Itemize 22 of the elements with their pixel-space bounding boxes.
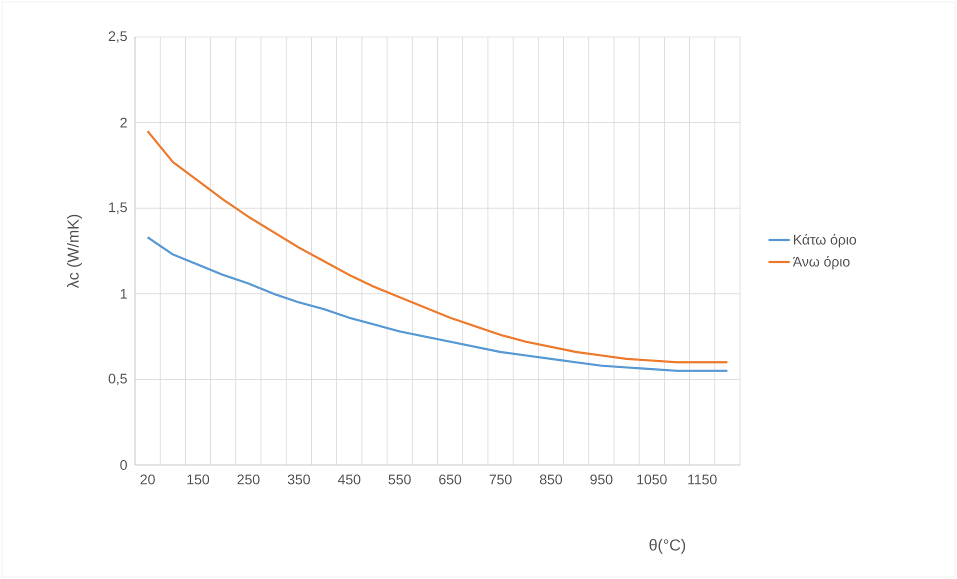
y-axis-title: λc (W/mK): [67, 214, 82, 288]
y-tick-label: 2,5: [108, 31, 127, 43]
x-tick-label: 250: [238, 474, 260, 484]
x-tick-label: 450: [338, 474, 360, 484]
y-tick-label: 1,5: [109, 202, 127, 214]
x-axis-title: θ(°C): [650, 538, 686, 554]
x-tick-label: 850: [540, 474, 562, 484]
y-tick-label: 0,5: [108, 374, 127, 386]
x-tick-label: 750: [490, 474, 512, 484]
x-tick-label: 20: [140, 474, 155, 484]
legend-label: Άνω όριο: [792, 256, 850, 270]
x-tick-label: 550: [388, 474, 411, 484]
x-tick-label: 350: [288, 474, 310, 484]
x-tick-label: 1150: [688, 474, 717, 484]
legend-label: Κάτω όριο: [794, 234, 856, 248]
x-tick-label: 650: [439, 474, 462, 484]
x-tick-label: 150: [187, 474, 210, 484]
y-tick-label: 0: [120, 460, 127, 470]
x-tick-label: 950: [590, 474, 612, 484]
y-tick-label: 2: [120, 118, 127, 128]
x-tick-label: 1050: [637, 474, 667, 484]
y-tick-label: 1: [120, 289, 127, 299]
